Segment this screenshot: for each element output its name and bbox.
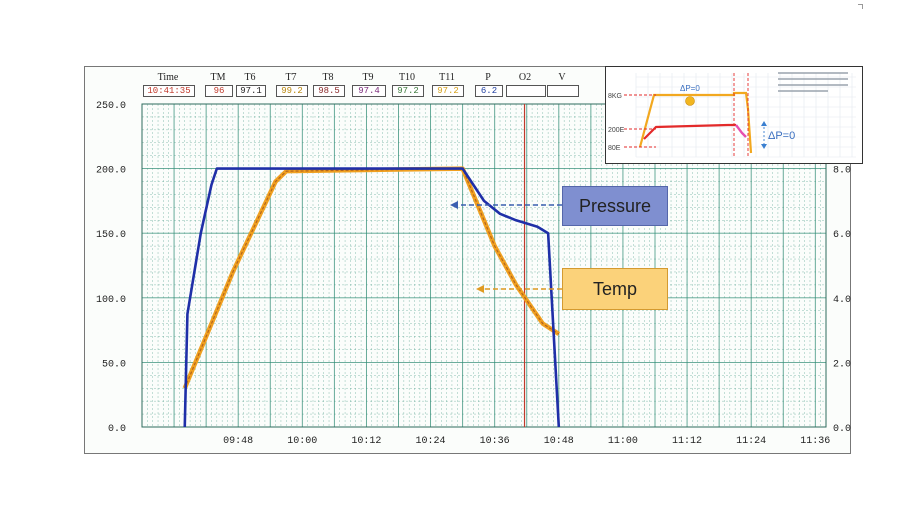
- header-value-t7: 99.2: [276, 85, 308, 97]
- y-right-tick-label: 4.0: [833, 295, 851, 306]
- header-value-v: [547, 85, 579, 97]
- inset-dp-label-top: ΔP=0: [680, 84, 700, 93]
- header-label-p: P: [485, 72, 491, 83]
- header-value-t8: 98.5: [313, 85, 345, 97]
- inset-temp-profile: [643, 123, 736, 140]
- header-label-t6: T6: [244, 72, 256, 83]
- y-left-tick-label: 100.0: [96, 295, 126, 306]
- header-value-o2: [506, 85, 546, 97]
- x-tick-label: 11:24: [736, 436, 766, 447]
- header-value-p: 6.2: [475, 85, 503, 97]
- temp-callout: Temp: [562, 268, 668, 310]
- x-tick-label: 10:12: [351, 436, 381, 447]
- header-label-tm: TM: [210, 72, 226, 83]
- header-label-v: V: [558, 72, 566, 83]
- x-tick-label: 11:36: [800, 436, 830, 447]
- x-tick-label: 10:48: [544, 436, 574, 447]
- y-left-tick-label: 250.0: [96, 101, 126, 112]
- inset-dp-arrow-head-down: [761, 144, 767, 149]
- header-value-tm: 96: [205, 85, 233, 97]
- header-value-time: 10:41:35: [143, 85, 195, 97]
- header-value-t10: 97.2: [392, 85, 424, 97]
- pressure-callout: Pressure: [562, 186, 668, 226]
- inset-level-label: 200E: [608, 127, 625, 134]
- inset-temp-drop: [735, 124, 747, 138]
- header-value-t9: 97.4: [352, 85, 386, 97]
- x-tick-label: 11:12: [672, 436, 702, 447]
- header-label-t8: T8: [322, 72, 334, 83]
- y-left-tick-label: 200.0: [96, 166, 126, 177]
- pressure-arrow-head: [450, 201, 458, 209]
- y-right-tick-label: 8.0: [833, 166, 851, 177]
- x-tick-label: 10:36: [480, 436, 510, 447]
- temp-arrow-head: [476, 285, 484, 293]
- header-label-time: Time: [157, 72, 179, 83]
- x-tick-label: 09:48: [223, 436, 253, 447]
- x-tick-label: 10:24: [416, 436, 446, 447]
- y-right-tick-label: 0.0: [833, 424, 851, 435]
- y-left-tick-label: 150.0: [96, 230, 126, 241]
- y-right-tick-label: 2.0: [833, 359, 851, 370]
- header-label-t7: T7: [285, 72, 297, 83]
- header-value-t6: 97.1: [236, 85, 266, 97]
- inset-level-label: 8KG: [608, 93, 622, 100]
- pressure-series-line: [183, 167, 561, 428]
- inset-svg: 8KG 200E 80E ΔP=0 ΔP=0: [608, 72, 856, 158]
- plot-border: [141, 103, 827, 428]
- header-value-t11: 97.2: [432, 85, 464, 97]
- inset-dp-arrow-head-up: [761, 121, 767, 126]
- header-label-t10: T10: [398, 72, 416, 83]
- inset-dot-marker: [685, 96, 695, 106]
- temp-series-core-line: [184, 167, 560, 389]
- inset-level-label: 80E: [608, 145, 621, 152]
- y-right-tick-label: 6.0: [833, 230, 851, 241]
- x-tick-label: 11:00: [608, 436, 638, 447]
- corner-mark: [858, 4, 863, 9]
- inset-dp-label-right: ΔP=0: [768, 130, 795, 142]
- x-tick-label: 10:00: [287, 436, 317, 447]
- y-left-tick-label: 50.0: [102, 359, 126, 370]
- header-label-t9: T9: [362, 72, 374, 83]
- inset-diagram: 8KG 200E 80E ΔP=0 ΔP=0: [605, 66, 863, 164]
- y-left-tick-label: 0.0: [108, 424, 126, 435]
- header-label-o2: O2: [518, 72, 532, 83]
- header-label-t11: T11: [439, 72, 455, 83]
